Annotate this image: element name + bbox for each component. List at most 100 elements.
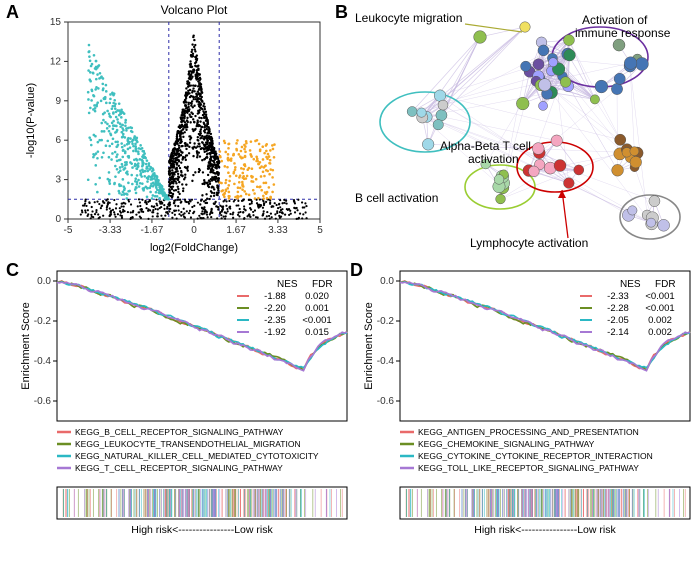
legend-fdr: 0.001 xyxy=(305,303,329,314)
legend-fdr: 0.015 xyxy=(305,327,329,338)
network-node xyxy=(549,58,558,67)
svg-text:0.0: 0.0 xyxy=(380,276,394,287)
legend-nes: -2.05 xyxy=(607,315,629,326)
svg-text:-0.6: -0.6 xyxy=(34,396,52,407)
network-node xyxy=(528,166,539,177)
network-node xyxy=(516,97,529,110)
pathway-name: KEGG_ANTIGEN_PROCESSING_AND_PRESENTATION xyxy=(418,427,639,437)
pathway-name: KEGG_LEUKOCYTE_TRANSENDOTHELIAL_MIGRATIO… xyxy=(75,439,301,449)
network-node xyxy=(520,22,530,32)
cluster-label: Lymphocyte activation xyxy=(470,236,588,250)
svg-text:-0.4: -0.4 xyxy=(377,356,395,367)
network-node xyxy=(624,57,637,70)
legend-fdr: <0.001 xyxy=(302,315,331,326)
pathway-name: KEGG_CHEMOKINE_SIGNALING_PATHWAY xyxy=(418,439,595,449)
svg-text:0: 0 xyxy=(191,225,197,236)
svg-text:15: 15 xyxy=(50,17,62,28)
cluster-label: Activation of xyxy=(582,13,648,27)
network-node xyxy=(407,107,417,117)
network-node xyxy=(615,134,626,145)
cluster-label: immune response xyxy=(575,26,671,40)
legend-nes: -2.28 xyxy=(607,303,629,314)
network-node xyxy=(539,79,551,91)
network-node xyxy=(433,120,443,130)
svg-text:9: 9 xyxy=(55,96,61,107)
svg-text:3.33: 3.33 xyxy=(268,225,288,236)
network-node xyxy=(563,35,574,46)
svg-text:5: 5 xyxy=(317,225,323,236)
svg-text:-0.4: -0.4 xyxy=(34,356,52,367)
legend-fdr: 0.020 xyxy=(305,291,329,302)
legend-nes: -2.33 xyxy=(607,291,629,302)
legend-nes: -2.20 xyxy=(264,303,286,314)
legend-nes: -1.88 xyxy=(264,291,286,302)
network-node xyxy=(614,73,625,84)
network-node xyxy=(521,61,531,71)
gsea-ylabel: Enrichment Score xyxy=(20,302,32,389)
svg-text:12: 12 xyxy=(50,56,62,67)
network-node xyxy=(590,95,599,104)
gsea-plot-c: 0.0-0.2-0.4-0.6Enrichment ScoreNESFDR-1.… xyxy=(15,263,355,563)
network-node xyxy=(646,218,655,227)
network-node xyxy=(560,77,571,88)
network-node xyxy=(595,80,608,93)
gsea-plot-d: 0.0 -0.2 -0.4 -0.6Enrichment Score NES FDR -2.… xyxy=(358,263,697,563)
svg-text:-3.33: -3.33 xyxy=(99,225,122,236)
network-node xyxy=(474,31,487,44)
network-node xyxy=(574,165,584,175)
panel-b-label: B xyxy=(335,2,348,23)
legend-fdr: 0.002 xyxy=(648,315,672,326)
network-node xyxy=(533,59,544,70)
pathway-name: KEGG_TOLL_LIKE_RECEPTOR_SIGNALING_PATHWA… xyxy=(418,463,639,473)
pathway-name: KEGG_NATURAL_KILLER_CELL_MEDIATED_CYTOTO… xyxy=(75,451,319,461)
network-node xyxy=(635,57,648,70)
legend-header: FDR xyxy=(312,279,333,290)
gsea-xlabel: High risk<----------------Low risk xyxy=(474,524,616,536)
network-node xyxy=(436,110,447,121)
volcano-ylabel: -log10(P-value) xyxy=(25,83,37,158)
network-edges xyxy=(412,27,663,225)
network-node xyxy=(611,83,622,94)
cluster-label: Alpha-Beta T cell xyxy=(440,139,531,153)
network-node xyxy=(422,139,434,151)
pathway-name: KEGG_B_CELL_RECEPTOR_SIGNALING_PATHWAY xyxy=(75,427,284,437)
svg-text:-0.2: -0.2 xyxy=(34,316,52,327)
svg-text:-0.6: -0.6 xyxy=(377,396,395,407)
volcano-plot: Volcano Plot-5-3.33-1.6701.673.335036912… xyxy=(20,2,330,257)
panel-a-label: A xyxy=(6,2,19,23)
network-node xyxy=(649,196,660,207)
network-node xyxy=(532,143,544,155)
network-node xyxy=(494,175,504,185)
network-node xyxy=(658,219,670,231)
volcano-xlabel: log2(FoldChange) xyxy=(150,242,238,254)
svg-text:-0.2: -0.2 xyxy=(377,316,395,327)
network-node xyxy=(564,178,575,189)
network-node xyxy=(496,194,506,204)
svg-text:-1.67: -1.67 xyxy=(141,225,164,236)
network-node xyxy=(551,135,562,146)
pathway-name: KEGG_T_CELL_RECEPTOR_SIGNALING_PATHWAY xyxy=(75,463,283,473)
network-node xyxy=(612,164,624,176)
legend-header: FDR xyxy=(655,279,676,290)
svg-text:3: 3 xyxy=(55,175,61,186)
legend-fdr: <0.001 xyxy=(645,303,674,314)
svg-text:1.67: 1.67 xyxy=(226,225,246,236)
pathway-name: KEGG_CYTOKINE_CYTOKINE_RECEPTOR_INTERACT… xyxy=(418,451,653,461)
svg-text:0: 0 xyxy=(55,214,61,225)
legend-header: NES xyxy=(620,279,641,290)
network-node xyxy=(628,206,637,215)
network-node xyxy=(438,100,448,110)
network-node xyxy=(564,49,576,61)
gsea-ylabel: Enrichment Score xyxy=(363,302,375,389)
network-node xyxy=(539,101,548,110)
legend-nes: -1.92 xyxy=(264,327,286,338)
legend-nes: -2.35 xyxy=(264,315,286,326)
network-node xyxy=(417,108,426,117)
cluster-label: activation xyxy=(468,152,519,166)
legend-nes: -2.14 xyxy=(607,327,629,338)
network-node xyxy=(630,147,639,156)
network-plot: Leukocyte migrationActivation ofimmune r… xyxy=(350,2,695,262)
svg-text:0.0: 0.0 xyxy=(37,276,51,287)
cluster-label: B cell activation xyxy=(355,191,438,205)
gsea-xlabel: High risk<----------------Low risk xyxy=(131,524,273,536)
